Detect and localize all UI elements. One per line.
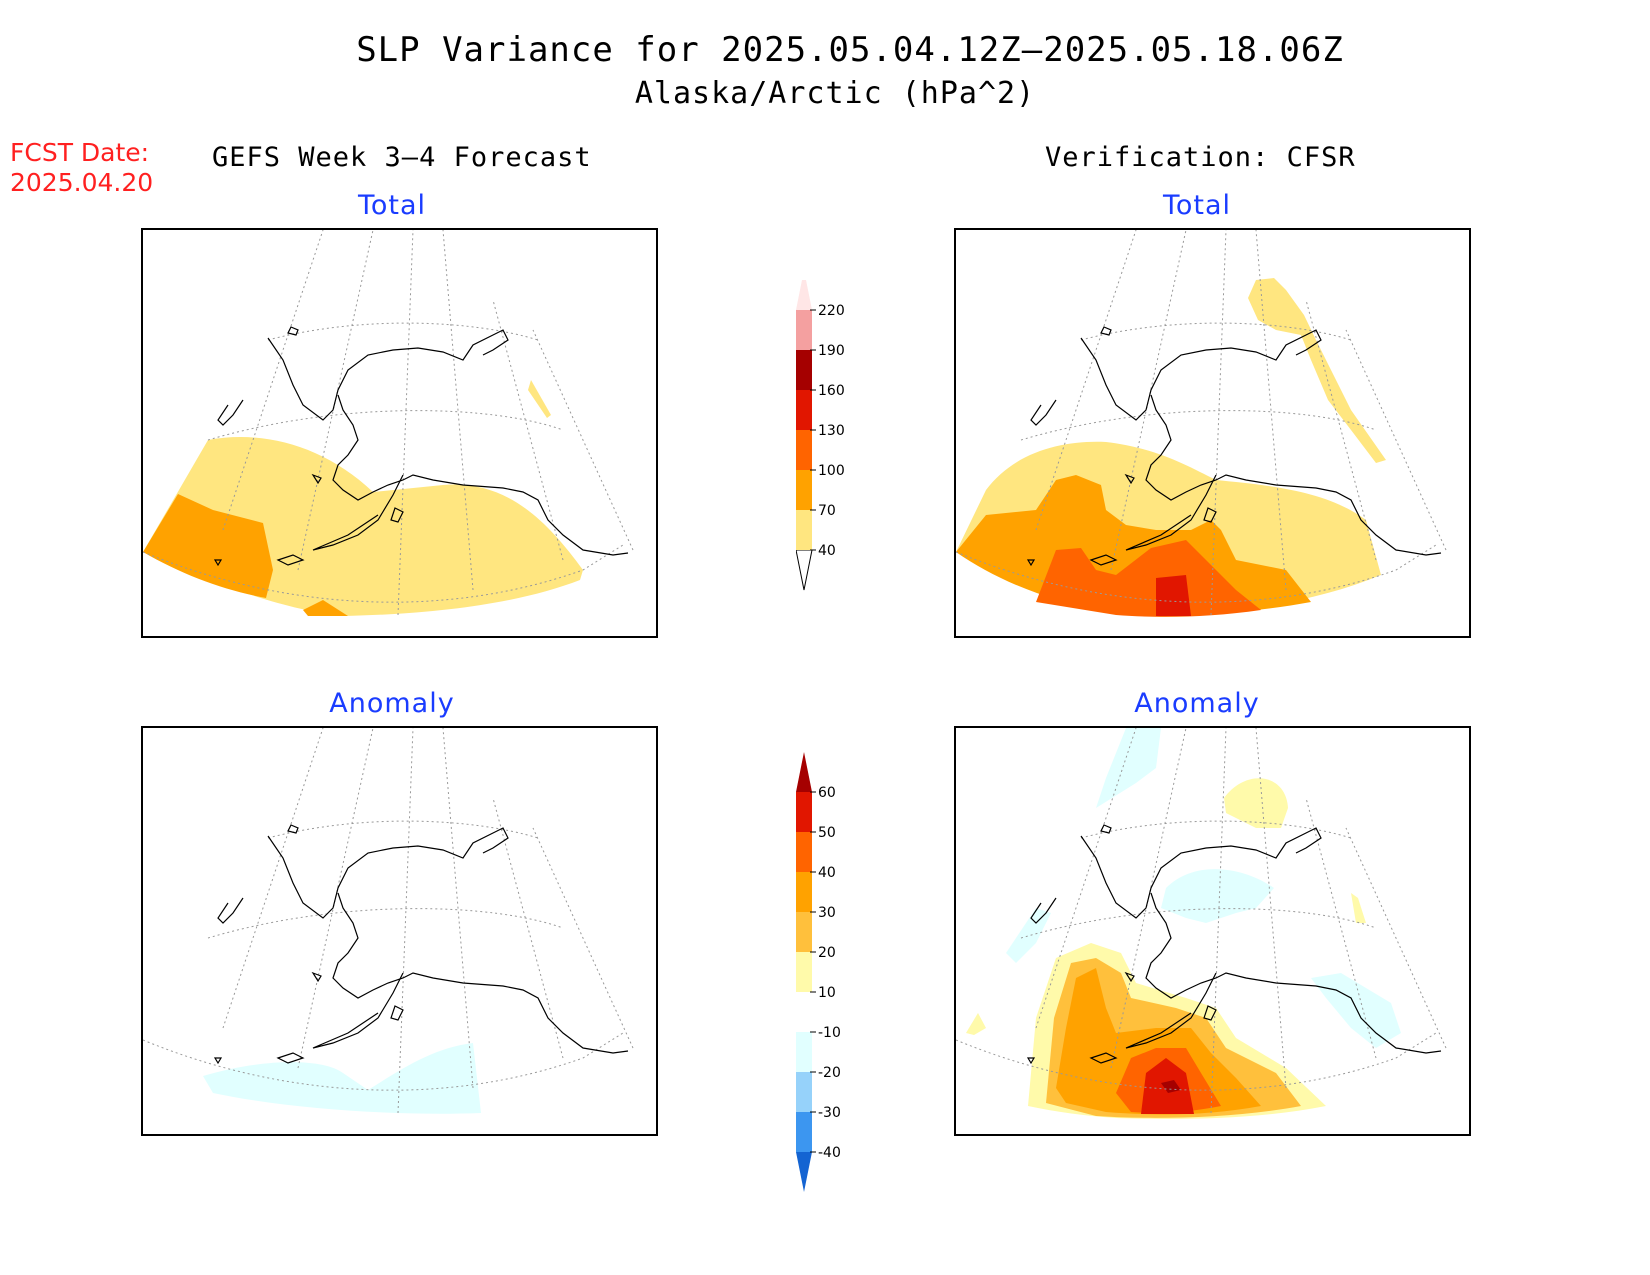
colorbar-anomaly-tick-label: 40: [818, 865, 836, 881]
figure-subtitle: Alaska/Arctic (hPa^2): [634, 76, 1036, 111]
verification-column-heading: Verification: CFSR: [1045, 142, 1356, 173]
coastline: [213, 824, 629, 1065]
colorbar-total-tick-label: 70: [818, 503, 836, 519]
colorbar-anomaly-tick-label: -30: [818, 1105, 841, 1121]
colorbar-anomaly-swatch: [796, 792, 812, 832]
colorbar-total-swatch: [796, 350, 812, 390]
colorbar-total-swatch: [796, 510, 812, 550]
colorbar-anomaly-swatch: [796, 992, 812, 1032]
colorbar-total-tick-label: 40: [818, 543, 836, 559]
colorbar-total-swatch: [796, 430, 812, 470]
colorbar-anomaly-swatch: [796, 912, 812, 952]
colorbar-anomaly-tick-label: 10: [818, 985, 836, 1001]
forecast-column-heading: GEFS Week 3–4 Forecast: [212, 142, 592, 173]
forecast-date-block: FCST Date: 2025.04.20: [10, 138, 153, 198]
forecast-total-label: Total: [357, 190, 427, 221]
shading-neg10-west: [1006, 908, 1051, 963]
colorbar-total-tick-label: 160: [818, 383, 845, 399]
shading-70-100-south: [303, 600, 348, 616]
shading-neg10-neg20: [203, 1043, 481, 1114]
total-colorbar: 40 70 100 130 160 190 220: [796, 280, 845, 591]
colorbar-anomaly-tick-label: -20: [818, 1065, 841, 1081]
colorbar-anomaly-tick-label: 60: [818, 785, 836, 801]
colorbar-total-swatch: [796, 390, 812, 430]
forecast-anomaly-label: Anomaly: [329, 688, 455, 719]
shading-10-20-north: [1224, 778, 1288, 828]
colorbar-total-tick-label: 190: [818, 343, 845, 359]
coastline: [1026, 824, 1442, 1065]
colorbar-anomaly-max-arrow: [796, 752, 812, 792]
colorbar-total-swatch: [796, 310, 812, 350]
forecast-anomaly-map: [141, 726, 658, 1136]
colorbar-anomaly-swatch: [796, 1032, 812, 1072]
shading-130-160: [1156, 575, 1191, 616]
colorbar-anomaly-tick-label: -10: [818, 1025, 841, 1041]
colorbar-anomaly-tick-label: -40: [818, 1145, 841, 1161]
colorbar-anomaly-swatch: [796, 832, 812, 872]
shading-40-70-east: [528, 380, 551, 418]
colorbar-total-tick-label: 100: [818, 463, 845, 479]
shading-40-70-north: [1248, 278, 1386, 463]
shading-neg10-north: [1096, 728, 1161, 808]
shading-70-100: [143, 494, 273, 598]
colorbar-anomaly-tick-label: 30: [818, 905, 836, 921]
colorbar-anomaly-swatch: [796, 1072, 812, 1112]
colorbar-total-max-arrow: [796, 280, 812, 310]
verification-total-label: Total: [1162, 190, 1232, 221]
colorbar-anomaly-min-arrow: [796, 1152, 812, 1192]
forecast-date-label: FCST Date:: [10, 138, 150, 167]
colorbar-anomaly-swatch: [796, 872, 812, 912]
verification-anomaly-label: Anomaly: [1134, 688, 1260, 719]
shading-100-130: [1036, 540, 1261, 617]
coastline: [213, 326, 629, 567]
verification-anomaly-map: [954, 726, 1471, 1136]
shading-10-20-sw: [966, 1013, 986, 1035]
verification-total-map: [954, 228, 1471, 638]
colorbar-total-min-arrow: [796, 549, 813, 591]
shading-neg10-center: [1161, 869, 1274, 923]
colorbar-anomaly-swatch: [796, 952, 812, 992]
anomaly-colorbar: 60 50 40 30 20 10 -10 -20 -30 -40: [796, 752, 841, 1192]
shading-30-40: [1056, 968, 1261, 1115]
colorbar-total-tick-label: 130: [818, 423, 845, 439]
colorbar-anomaly-tick-label: 50: [818, 825, 836, 841]
shading-neg10-east: [1311, 973, 1401, 1048]
colorbar-anomaly-swatch: [796, 1112, 812, 1152]
shading-10-20-east: [1351, 893, 1366, 923]
coastline: [1026, 326, 1442, 567]
colorbar-anomaly-tick-label: 20: [818, 945, 836, 961]
colorbar-total-swatch: [796, 470, 812, 510]
forecast-date-value: 2025.04.20: [10, 168, 154, 197]
colorbar-total-tick-label: 220: [818, 303, 845, 319]
figure-title: SLP Variance for 2025.05.04.12Z–2025.05.…: [356, 30, 1344, 70]
forecast-total-map: [141, 228, 658, 638]
